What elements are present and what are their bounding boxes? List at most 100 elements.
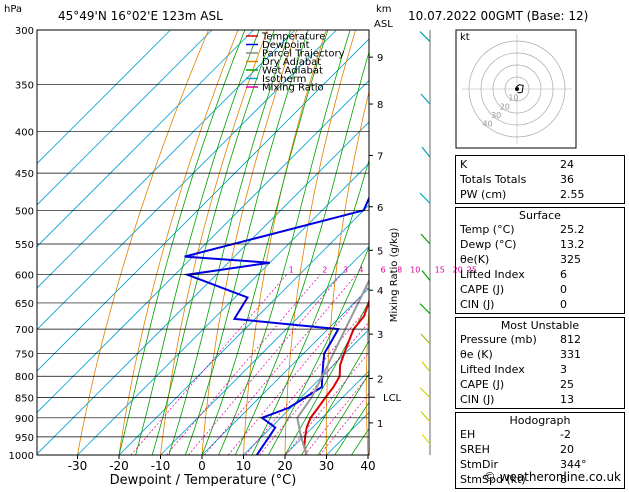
x-tick-label: 10 <box>236 459 251 473</box>
pressure-tick-label: 850 <box>15 394 34 405</box>
plot-frame <box>37 30 369 455</box>
hodograph-kt-label: kt <box>460 32 470 43</box>
mu-value: 331 <box>560 347 620 362</box>
km-tick-label: 8 <box>377 100 383 111</box>
pressure-tick-label: 450 <box>15 169 34 180</box>
mixing-ratio-label: 15 <box>435 266 445 275</box>
pressure-tick-label: 950 <box>15 433 34 444</box>
hodograph-center <box>515 87 519 91</box>
isotherm-line <box>0 30 295 455</box>
index-row: PW (cm) 2.55 <box>460 187 620 202</box>
index-label: PW (cm) <box>460 187 506 202</box>
parcel-trajectory-profile <box>297 30 448 455</box>
surface-value: 0 <box>560 297 620 312</box>
pressure-tick-label: 300 <box>15 26 34 37</box>
surface-label: CAPE (J) <box>460 282 504 297</box>
mu-row: CIN (J)13 <box>460 392 620 407</box>
index-value: 36 <box>560 172 620 187</box>
mixing-ratio-label: 3 <box>343 266 348 275</box>
mixing-ratio-axis-label: Mixing Ratio (g/kg) <box>389 228 400 323</box>
surface-value: 13.2 <box>560 237 620 252</box>
dry-adiabat-line <box>119 30 238 455</box>
most-unstable-title: Most Unstable <box>460 319 620 332</box>
index-value: 24 <box>560 157 620 172</box>
wind-barb <box>420 193 430 203</box>
isotherm-line <box>0 30 337 455</box>
surface-label: Temp (°C) <box>460 222 515 237</box>
pressure-tick-label: 550 <box>15 240 34 251</box>
wet-adiabat-line <box>268 30 438 455</box>
wind-barb <box>422 271 430 281</box>
surface-value: 6 <box>560 267 620 282</box>
dewpoint-profile <box>185 30 407 455</box>
km-tick-label: 9 <box>377 53 383 64</box>
wind-barb <box>420 32 430 42</box>
mixing-ratio-label: 2 <box>322 266 327 275</box>
wind-barb <box>422 362 430 372</box>
pressure-tick-label: 500 <box>15 206 34 217</box>
wind-barb <box>420 388 430 398</box>
pressure-tick-label: 800 <box>15 372 34 383</box>
wind-barb <box>421 234 430 244</box>
mu-value: 25 <box>560 377 620 392</box>
km-tick-label: 3 <box>377 330 383 341</box>
mixing-ratio-label: 4 <box>358 266 363 275</box>
pressure-tick-label: 1000 <box>9 451 34 462</box>
pressure-tick-label: 750 <box>15 349 34 360</box>
surface-label: CIN (J) <box>460 297 494 312</box>
pressure-tick-label: 350 <box>15 80 34 91</box>
mu-label: θe (K) <box>460 347 493 362</box>
isotherm-line <box>0 30 420 455</box>
mu-value: 3 <box>560 362 620 377</box>
km-tick-label: 2 <box>377 374 383 385</box>
hodo-value: -2 <box>560 427 620 442</box>
mu-label: CIN (J) <box>460 392 494 407</box>
surface-row: θe(K) 325 <box>460 252 620 267</box>
index-label: Totals Totals <box>460 172 526 187</box>
wind-barb <box>421 412 430 422</box>
hodo-row: EH -2 <box>460 427 620 442</box>
surface-row: Temp (°C) 25.2 <box>460 222 620 237</box>
km-tick-label: 5 <box>377 246 383 257</box>
mu-label: CAPE (J) <box>460 377 504 392</box>
mixing-ratio-label: 10 <box>410 266 420 275</box>
mixing-ratio-line <box>246 275 396 455</box>
hodograph-title: Hodograph <box>460 414 620 427</box>
wind-barb <box>421 94 430 104</box>
surface-row: CAPE (J)0 <box>460 282 620 297</box>
hpa-unit-label: hPa <box>4 4 22 15</box>
hodo-label: EH <box>460 427 475 442</box>
dry-adiabat-line <box>285 30 356 455</box>
x-tick-label: 30 <box>319 459 334 473</box>
surface-value: 325 <box>560 252 620 267</box>
pressure-tick-label: 400 <box>15 128 34 139</box>
pressure-tick-label: 700 <box>15 325 34 336</box>
wind-barb <box>421 334 430 344</box>
surface-label: Dewp (°C) <box>460 237 516 252</box>
pressure-tick-label: 900 <box>15 414 34 425</box>
lcl-label: LCL <box>383 393 402 404</box>
wet-adiabat-line <box>252 30 405 455</box>
surface-value: 25.2 <box>560 222 620 237</box>
surface-label: θe(K) <box>460 252 489 267</box>
hodo-value: 20 <box>560 442 620 457</box>
mu-row: Pressure (mb)812 <box>460 332 620 347</box>
surface-row: Dewp (°C) 13.2 <box>460 237 620 252</box>
x-axis-label: Dewpoint / Temperature (°C) <box>110 473 297 486</box>
x-tick-label: -20 <box>109 459 129 473</box>
index-value: 2.55 <box>560 187 620 202</box>
wet-adiabat-line <box>152 30 274 455</box>
asl-unit-label: ASL <box>374 19 393 30</box>
dry-adiabat-line <box>202 30 297 455</box>
km-unit-label: km <box>376 4 392 15</box>
x-tick-label: 0 <box>198 459 206 473</box>
pressure-tick-label: 650 <box>15 299 34 310</box>
x-tick-label: 40 <box>360 459 375 473</box>
